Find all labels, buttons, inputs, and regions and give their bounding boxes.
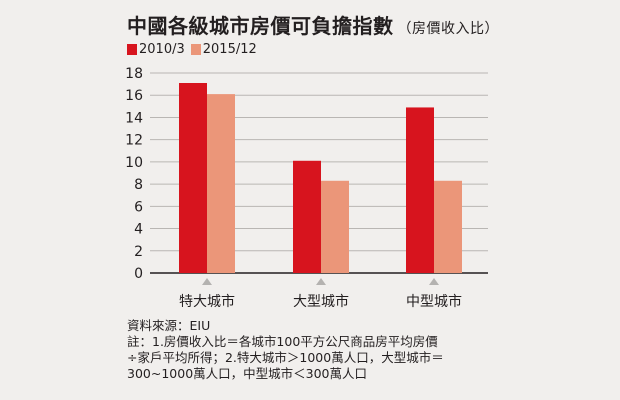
category-marker xyxy=(202,278,212,285)
bar xyxy=(207,94,235,273)
legend: 2010/3 2015/12 xyxy=(127,42,263,57)
legend-item-2015: 2015/12 xyxy=(190,42,257,57)
bar xyxy=(293,160,321,273)
y-tick-label: 2 xyxy=(134,244,143,260)
chart-title-main: 中國各級城市房價可負擔指數 xyxy=(127,14,394,38)
legend-swatch-2015 xyxy=(190,44,201,55)
y-tick-label: 10 xyxy=(125,155,143,171)
y-tick-label: 0 xyxy=(134,266,143,282)
y-tick-label: 14 xyxy=(125,110,143,126)
x-tick-label: 大型城市 xyxy=(293,293,349,310)
legend-swatch-2010 xyxy=(127,44,137,55)
y-tick-label: 16 xyxy=(125,88,143,104)
y-tick-label: 8 xyxy=(134,177,143,193)
legend-label-2015: 2015/12 xyxy=(202,42,257,57)
y-tick-label: 4 xyxy=(134,222,143,238)
notes: 資料來源：EIU 註：1.房價收入比＝各城市100平方公尺商品房平均房價 ÷家戶… xyxy=(127,318,444,382)
source-line: 資料來源：EIU xyxy=(127,318,211,333)
legend-item-2010: 2010/3 xyxy=(127,42,185,57)
chart-title: 中國各級城市房價可負擔指數 （房價收入比） xyxy=(127,10,499,39)
bar xyxy=(434,180,462,273)
note-line-3: 300~1000萬人口，中型城市＜300萬人口 xyxy=(127,366,368,381)
y-tick-label: 18 xyxy=(125,66,143,82)
chart-subtitle: （房價收入比） xyxy=(397,21,499,37)
y-tick-label: 6 xyxy=(134,199,143,215)
category-marker xyxy=(429,278,439,285)
x-tick-label: 特大城市 xyxy=(179,293,235,310)
bar xyxy=(406,107,434,273)
y-tick-label: 12 xyxy=(125,133,143,149)
x-tick-label: 中型城市 xyxy=(406,293,462,310)
note-line-2: ÷家戶平均所得；2.特大城市＞1000萬人口，大型城市＝ xyxy=(127,350,444,365)
bar xyxy=(321,180,349,273)
bar xyxy=(179,83,207,273)
legend-label-2010: 2010/3 xyxy=(139,42,185,57)
note-line-1: 註：1.房價收入比＝各城市100平方公尺商品房平均房價 xyxy=(127,334,438,349)
category-marker xyxy=(316,278,326,285)
